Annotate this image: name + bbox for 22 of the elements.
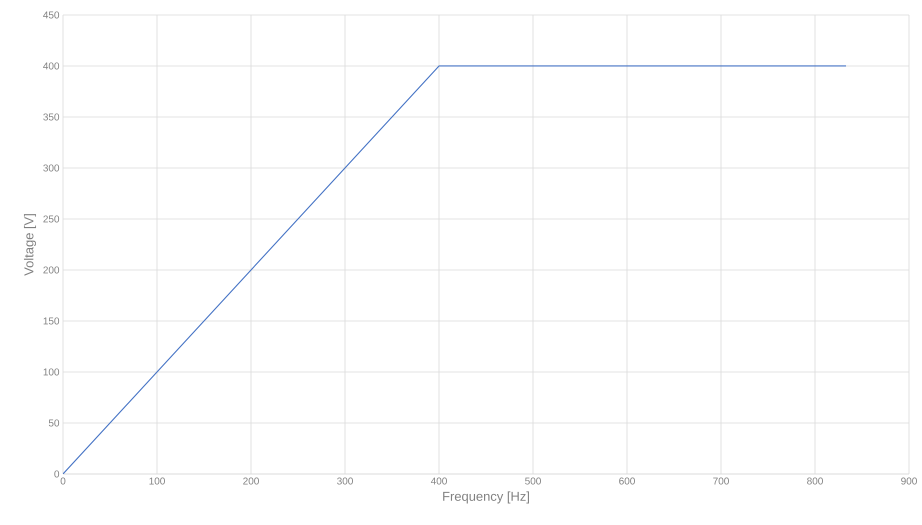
x-tick-label: 0 xyxy=(60,478,66,485)
x-tick-label: 200 xyxy=(243,478,259,485)
x-tick-label: 800 xyxy=(807,478,823,485)
x-tick-label: 100 xyxy=(149,478,165,485)
y-tick-label: 350 xyxy=(43,113,60,121)
y-tick-label: 0 xyxy=(54,470,60,478)
y-tick-label: 450 xyxy=(43,11,60,19)
x-tick-label: 300 xyxy=(337,478,353,485)
y-tick-label: 200 xyxy=(43,266,60,274)
x-tick-label: 400 xyxy=(430,478,447,485)
y-axis-title: Voltage [V] xyxy=(24,214,36,276)
x-tick-label: 700 xyxy=(713,478,729,485)
y-tick-label: 100 xyxy=(44,368,60,376)
y-tick-label: 300 xyxy=(43,164,60,172)
y-tick-label: 400 xyxy=(43,62,60,70)
x-tick-label: 600 xyxy=(619,478,635,485)
y-tick-label: 50 xyxy=(48,419,60,427)
y-tick-label: 150 xyxy=(44,317,60,325)
x-tick-label: 900 xyxy=(901,478,917,485)
x-axis-title: Frequency [Hz] xyxy=(443,491,529,504)
x-tick-label: 500 xyxy=(525,478,541,485)
y-tick-label: 250 xyxy=(43,215,60,223)
